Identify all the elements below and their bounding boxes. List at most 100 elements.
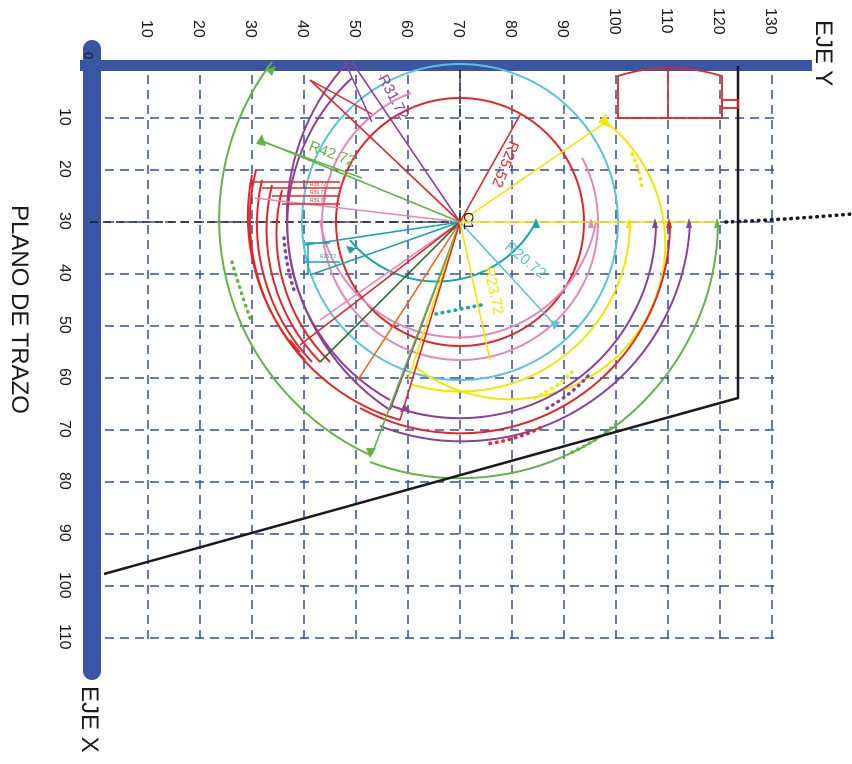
red-radial-3 [399,221,461,421]
teal-radial-2 [309,221,461,276]
red-feature-box [721,99,739,109]
arrowheads [256,66,720,458]
x-axis-bar [83,40,101,680]
red-radial [309,79,461,223]
label-small-r39: R39.72 [310,190,326,196]
arrow [598,114,610,128]
label-small-r36: R36.72 [310,198,326,204]
y-tick: 10 [138,20,155,38]
arrow [588,218,594,228]
y-tick: 20 [190,20,207,38]
dots-purple-left [282,236,296,292]
y-tick: 120 [710,8,727,35]
purple-marker-top [344,61,373,123]
orange-radial [357,221,461,381]
x-tick: 60 [56,368,73,386]
x-tick: 10 [56,108,73,126]
purple-radial [351,61,461,223]
yellow-arc [413,121,667,401]
darkgreen-radial [319,221,461,363]
x-tick: 100 [56,572,73,599]
label-r42: R42.72 [307,138,358,171]
dots-yellow-top [630,152,644,192]
dots-purple [542,374,590,412]
top-right-feature [617,67,739,119]
red-short [289,339,301,353]
green-dim-line [257,139,363,179]
x-tick: 80 [56,472,73,490]
red-radial-2 [299,221,461,346]
arrow [550,320,560,330]
y-tick: 100 [606,8,623,35]
x-tick: 20 [56,160,73,178]
eje-x-title: EJE X [76,686,103,753]
center-label: C1 [461,212,477,230]
dots-yellow-bottom [532,370,574,400]
y-tick: 130 [762,8,779,35]
arrow [714,218,720,228]
arrow [366,448,376,458]
red-feature-shape [617,67,723,119]
purple-arc-2 [391,221,657,420]
green-arc-left [218,61,371,456]
arrow [400,404,410,412]
y-tick: 60 [398,20,415,38]
pink-radial-2 [319,221,461,321]
pink-arc [319,219,597,339]
x-tick: 110 [56,624,73,650]
y-tick: 50 [346,20,363,38]
x-tick: 30 [56,212,73,230]
red-arc [359,221,672,435]
y-tick: 40 [294,20,311,38]
red-arc-left-3 [265,184,321,363]
red-arc-left-5 [248,169,401,421]
dots-green-left [230,260,252,320]
y-tick: 110 [658,8,675,34]
arrow [532,218,540,228]
cyan-radial [459,221,557,327]
red-radial-up [459,114,521,223]
x-tick: 40 [56,264,73,282]
dots-red [484,426,542,446]
arcs [218,61,719,480]
dots-black-right [724,212,852,224]
y-tick: 90 [554,20,571,38]
red-marker-top [309,79,373,115]
origin-label: 0 [81,52,96,59]
red-arc-left-2 [256,179,313,363]
y-tick: 30 [242,20,259,38]
x-tick: 50 [56,316,73,334]
dimension-marks [252,61,373,353]
arrow [686,218,692,228]
red-arc-left-4 [275,189,331,363]
y-axis-ticks: 10 20 30 40 50 60 70 80 90 100 110 120 1… [138,8,779,38]
x-tick: 70 [56,420,73,438]
arrow [666,218,672,228]
arrow [256,134,266,146]
green-radial-2 [371,221,461,455]
teal-radial [304,221,461,246]
x-axis-ticks: 10 20 30 40 50 60 70 80 90 100 110 [56,108,73,650]
yellow-radial-up [459,121,607,223]
pink-radial [254,197,461,223]
yellow-radial-down [459,221,491,361]
eje-y-title: EJE Y [810,20,837,86]
plane-title: PLANO DE TRAZO [6,205,33,414]
radial-lines [254,61,720,455]
grid [90,60,780,640]
label-r23: R23.72 [480,265,507,316]
dots-teal [434,302,488,316]
dots-green [566,422,618,456]
y-tick: 70 [450,20,467,38]
purple-arc-left-2 [286,77,391,401]
label-marker-r: r [380,74,382,80]
label-small-r38: R38.72 [310,182,326,188]
arrow [652,218,658,228]
outline-profile [103,66,740,576]
arrow [626,218,632,228]
x-tick: 90 [56,524,73,542]
teal-arc [349,221,537,283]
purple-arc [379,221,691,443]
y-tick: 80 [502,20,519,38]
